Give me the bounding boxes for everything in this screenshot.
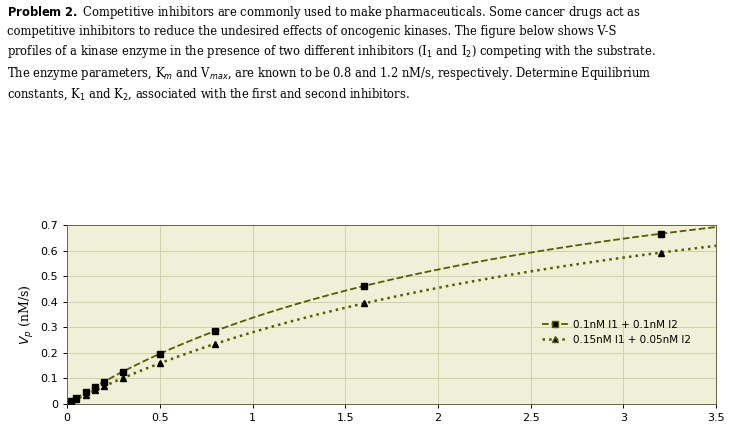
Text: $\mathbf{Problem\ 2.}$ Competitive inhibitors are commonly used to make pharmace: $\mathbf{Problem\ 2.}$ Competitive inhib… (7, 4, 656, 102)
Legend: 0.1nM I1 + 0.1nM I2, 0.15nM I1 + 0.05nM I2: 0.1nM I1 + 0.1nM I2, 0.15nM I1 + 0.05nM … (542, 320, 692, 345)
Y-axis label: $V_p$ (nM/s): $V_p$ (nM/s) (18, 284, 37, 345)
